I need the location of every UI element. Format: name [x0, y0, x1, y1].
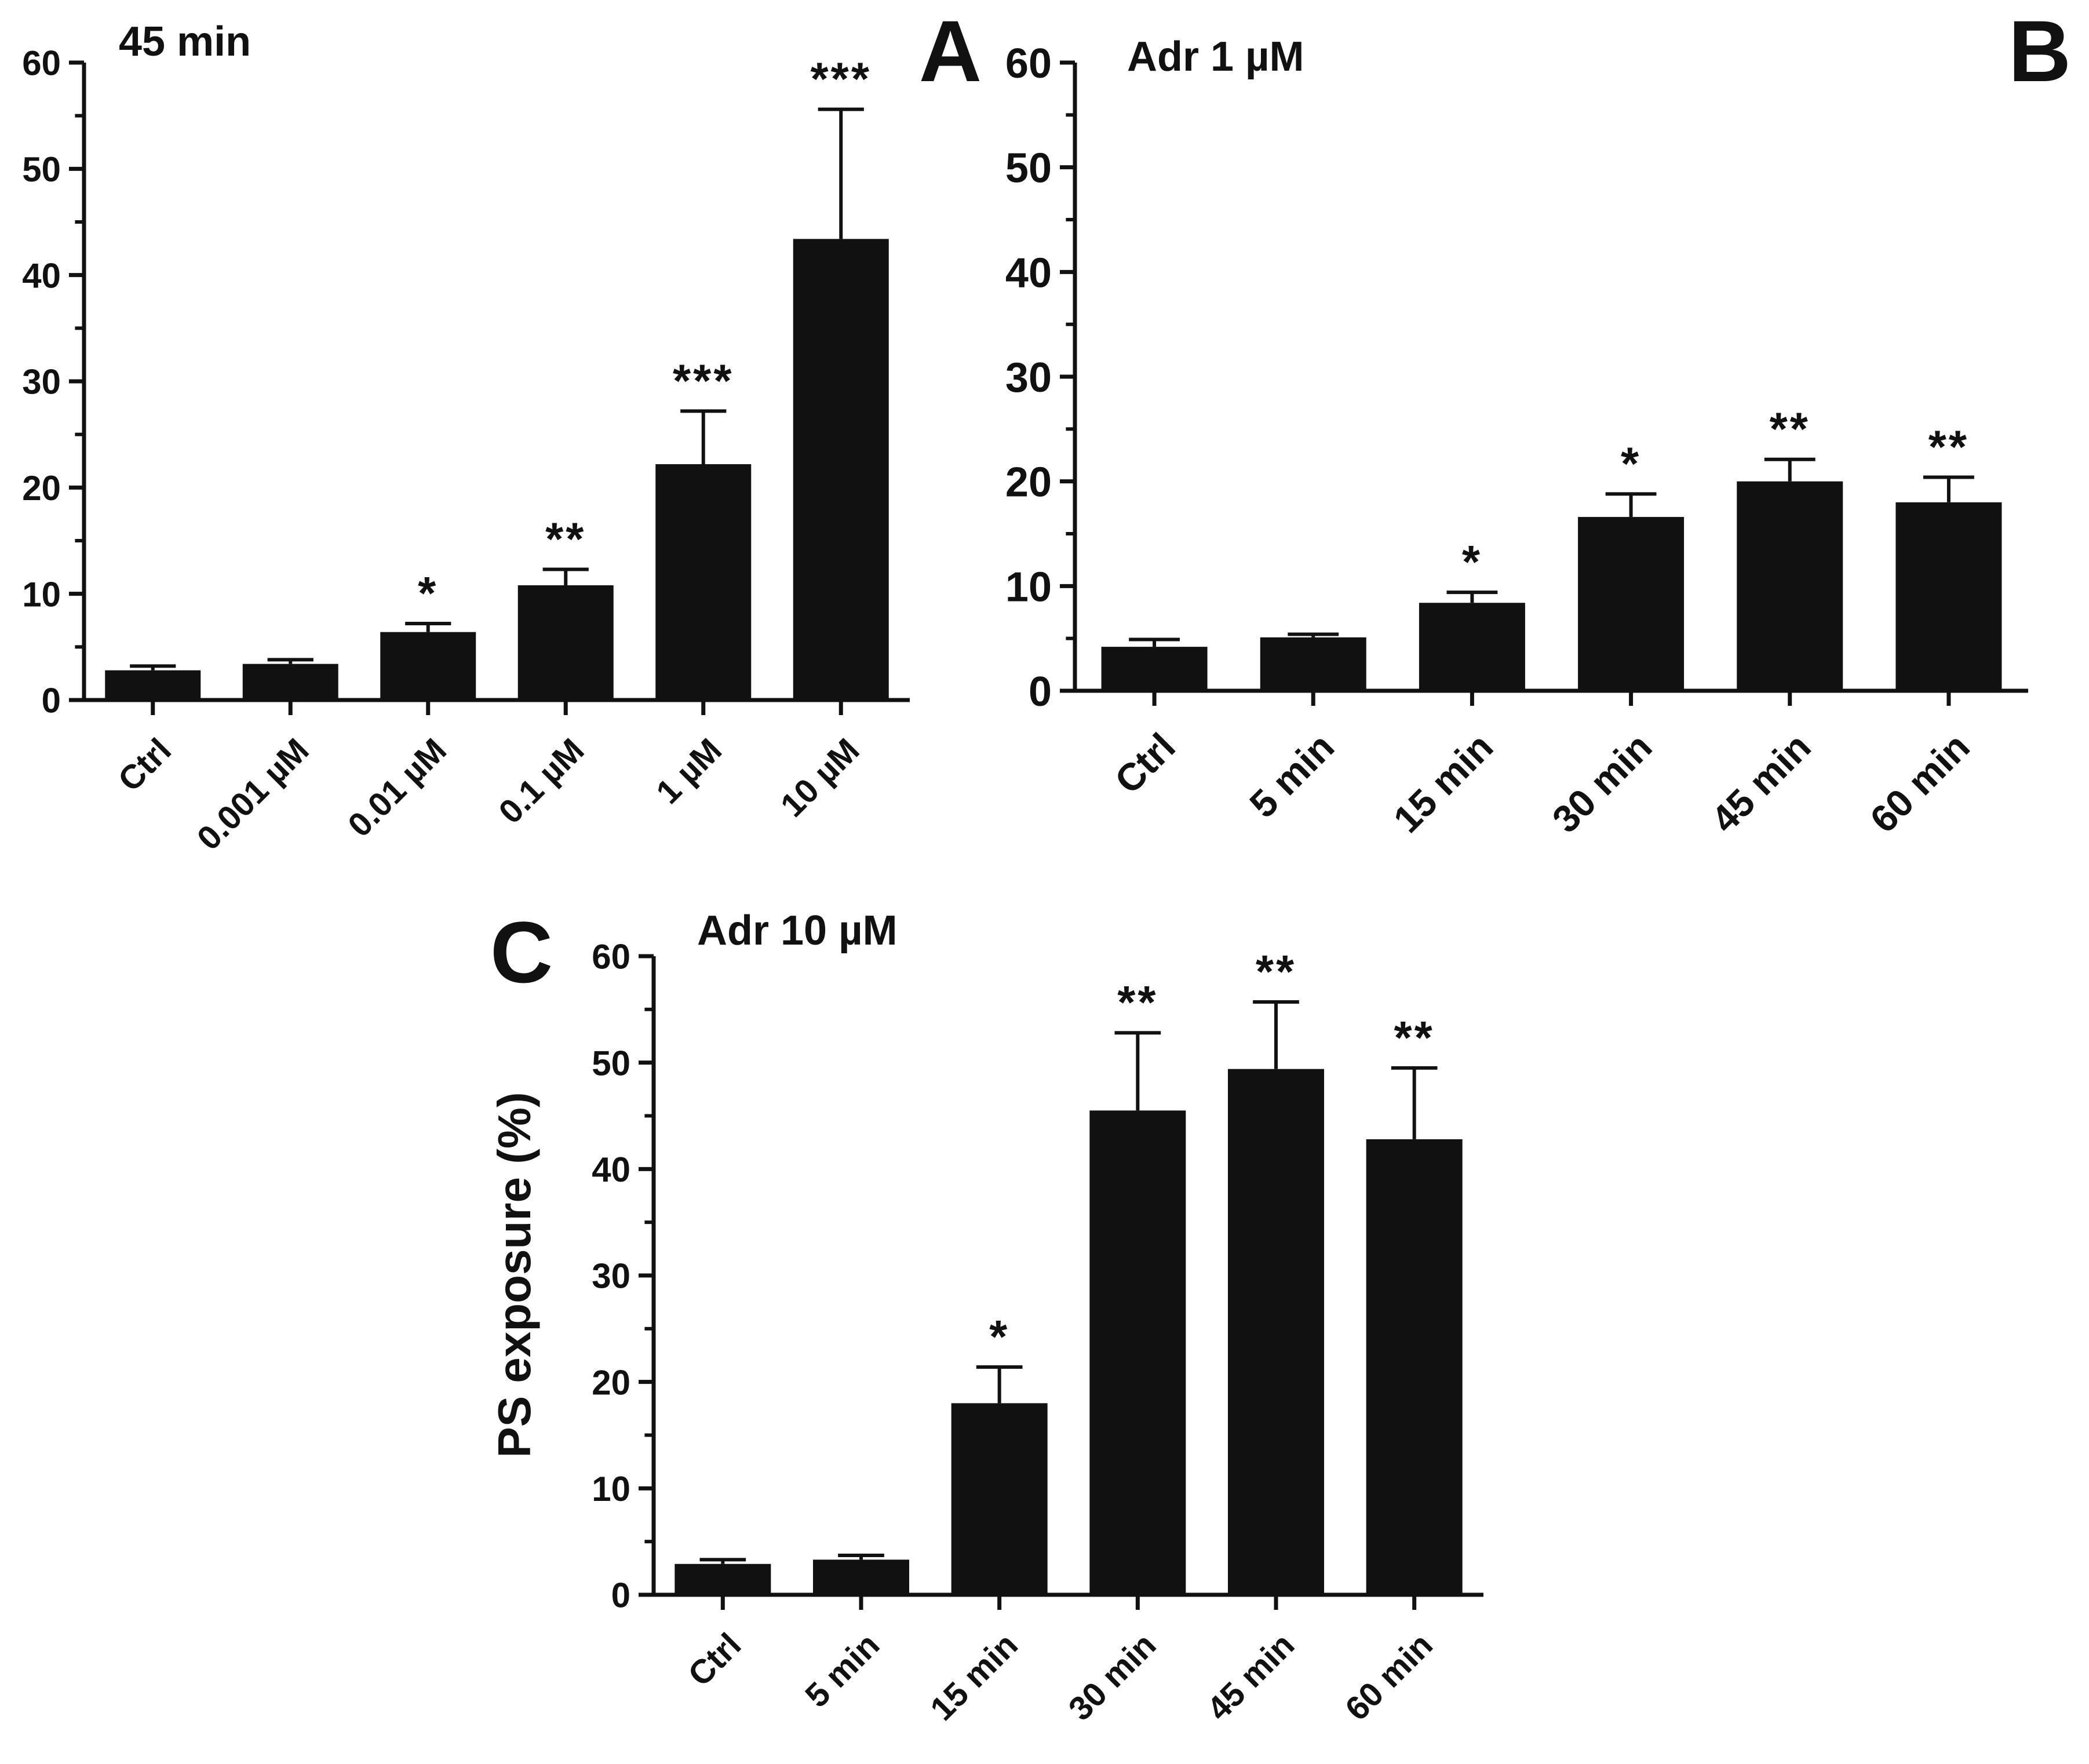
- panel-c-letter: C: [490, 903, 553, 1001]
- panel-b-bar: [1578, 517, 1685, 691]
- panel-b-y-tick-label: 30: [1005, 355, 1052, 401]
- panel-b-bar: [1419, 603, 1525, 691]
- panel-c-y-axis-label: PS exposure (%): [488, 1092, 540, 1457]
- panel-b-letter: B: [2008, 2, 2071, 100]
- panel-a-bar: [380, 632, 476, 700]
- panel-b-significance-label: **: [1928, 421, 1969, 472]
- panel-a-significance-label: ***: [811, 53, 872, 105]
- panel-c-title: Adr 10 µM: [697, 907, 898, 954]
- panel-b-y-tick-label: 50: [1005, 145, 1052, 192]
- panel-c-bar: [675, 1563, 771, 1595]
- panel-c-significance-label: **: [1394, 1012, 1435, 1063]
- panel-b-y-tick-label: 40: [1005, 250, 1052, 296]
- panel-b-bar: [1737, 481, 1843, 691]
- panel-c-significance-label: **: [1256, 946, 1296, 997]
- panel-c-y-tick-label: 20: [592, 1363, 630, 1402]
- panel-b-y-tick-label: 60: [1005, 41, 1052, 87]
- panel-a-bar: [517, 585, 614, 700]
- panel-a-significance-label: **: [545, 513, 586, 565]
- panel-a-y-tick-label: 40: [22, 256, 61, 295]
- panel-a-bar: [793, 239, 889, 700]
- panel-b-significance-label: **: [1770, 403, 1810, 455]
- panel-c-bar: [1089, 1110, 1186, 1595]
- panel-b-y-tick-label: 10: [1005, 564, 1052, 610]
- panel-a-bar: [105, 670, 201, 700]
- panel-a-y-tick-label: 20: [22, 469, 61, 508]
- panel-a-y-tick-label: 10: [22, 575, 61, 614]
- panel-a-title: 45 min: [119, 19, 251, 65]
- panel-a-bar: [655, 464, 752, 700]
- panel-b-y-tick-label: 20: [1005, 460, 1052, 506]
- panel-c-bar: [1366, 1139, 1463, 1595]
- panel-b-bar: [1895, 502, 2002, 691]
- panel-c-significance-label: **: [1117, 976, 1158, 1028]
- panel-c-bar: [951, 1403, 1048, 1595]
- panel-c-y-tick-label: 40: [592, 1150, 630, 1189]
- panel-b-significance-label: *: [1462, 536, 1482, 588]
- panel-a-significance-label: ***: [673, 355, 734, 406]
- panel-a-y-tick-label: 60: [22, 44, 61, 83]
- panel-c-bar: [1228, 1069, 1324, 1595]
- panel-a-y-tick-label: 30: [22, 363, 61, 402]
- panel-b-bar: [1260, 637, 1366, 691]
- panel-c-bar: [813, 1559, 909, 1595]
- panel-c-y-tick-label: 0: [611, 1576, 630, 1615]
- panel-a-y-tick-label: 50: [22, 150, 61, 189]
- panel-c-y-tick-label: 30: [592, 1257, 630, 1296]
- panel-a-letter: A: [919, 2, 982, 100]
- panel-b-y-tick-label: 0: [1029, 669, 1052, 715]
- panel-b-significance-label: *: [1621, 438, 1641, 489]
- panel-a-y-tick-label: 0: [42, 681, 61, 720]
- panel-b-title: Adr 1 µM: [1127, 34, 1304, 80]
- panel-a-bar: [242, 664, 338, 700]
- panel-a-significance-label: *: [418, 567, 438, 619]
- panel-c-y-tick-label: 50: [592, 1044, 630, 1083]
- panel-c-y-tick-label: 60: [592, 938, 630, 976]
- panel-c-significance-label: *: [989, 1311, 1009, 1362]
- panel-b-bar: [1101, 647, 1208, 691]
- panel-c-y-tick-label: 10: [592, 1470, 630, 1508]
